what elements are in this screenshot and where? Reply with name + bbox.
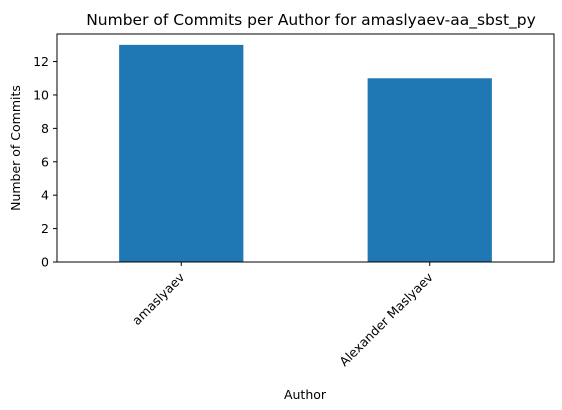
y-tick-label-1: 2: [41, 221, 49, 236]
bars-group: [119, 44, 492, 262]
y-tick-label-2: 4: [41, 188, 49, 203]
plot-area-frame: [56, 33, 555, 263]
y-tick-label-5: 10: [33, 87, 49, 102]
chart-title: Number of Commits per Author for amaslya…: [86, 11, 536, 30]
y-tick-label-6: 12: [33, 54, 49, 69]
y-tick-label-4: 8: [41, 121, 49, 136]
y-axis-ticks: 0 2 4 6 8 10 12: [33, 54, 57, 270]
bar-0: [119, 44, 244, 262]
x-tick-label-0: amaslyaev: [129, 269, 188, 328]
y-tick-label-3: 6: [41, 154, 49, 169]
bar-1: [367, 78, 492, 262]
x-axis-ticks: amaslyaev Alexander Maslyaev: [129, 262, 436, 369]
y-axis-label: Number of Commits: [8, 85, 23, 211]
x-axis-label: Author: [284, 387, 327, 402]
x-tick-label-1: Alexander Maslyaev: [336, 269, 436, 369]
y-tick-label-0: 0: [41, 255, 49, 270]
